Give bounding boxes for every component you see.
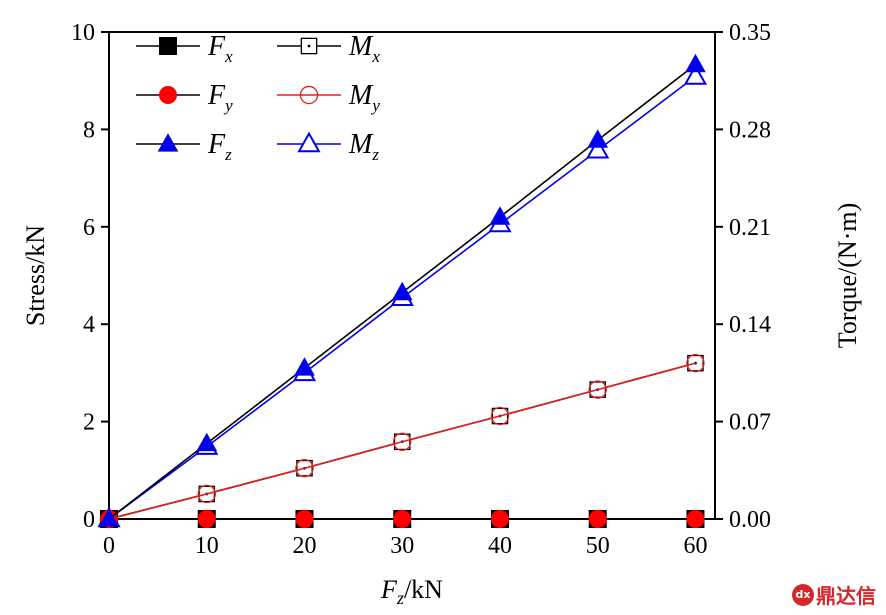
data-point bbox=[197, 484, 216, 504]
legend-label: Fz bbox=[207, 129, 232, 164]
data-point bbox=[98, 508, 120, 527]
data-point bbox=[490, 510, 509, 528]
x-tick-label: 50 bbox=[586, 533, 610, 559]
data-point bbox=[586, 137, 610, 159]
series-fz bbox=[98, 53, 706, 527]
legend-label: Mz bbox=[348, 129, 379, 164]
y-left-tick-label: 0 bbox=[83, 507, 95, 533]
y-right-tick-label: 0.28 bbox=[729, 117, 771, 143]
watermark-text: 鼎达信 bbox=[816, 584, 876, 608]
legend-item: Mx bbox=[277, 31, 380, 66]
series-my bbox=[99, 353, 705, 529]
y-right-tick-label: 0.21 bbox=[729, 215, 771, 241]
y-right-tick-label: 0.00 bbox=[729, 507, 771, 533]
legend-label: Fx bbox=[207, 31, 233, 66]
data-point bbox=[197, 510, 216, 528]
data-point bbox=[686, 510, 705, 528]
watermark: dx 鼎达信 bbox=[792, 580, 876, 609]
series-fy bbox=[100, 510, 705, 528]
legend-marker bbox=[159, 37, 177, 55]
legend-item: Fy bbox=[136, 80, 233, 115]
data-point bbox=[294, 357, 315, 376]
y-left-tick-label: 2 bbox=[83, 410, 95, 436]
data-point bbox=[391, 281, 413, 301]
data-point bbox=[685, 53, 706, 73]
legend-item: Mz bbox=[277, 129, 379, 164]
data-point bbox=[393, 432, 412, 451]
y-right-tick-label: 0.35 bbox=[729, 20, 771, 46]
legend-marker bbox=[297, 131, 321, 153]
y-left-tick-label: 8 bbox=[83, 117, 95, 143]
data-point bbox=[295, 459, 314, 478]
data-point bbox=[588, 510, 607, 528]
data-point bbox=[683, 64, 708, 85]
x-axis-label: Fz/kN bbox=[380, 575, 443, 608]
series-layer bbox=[97, 53, 708, 529]
y-left-axis-label: Stress/kN bbox=[21, 225, 50, 326]
legend-label: My bbox=[348, 80, 380, 115]
x-tick-label: 40 bbox=[488, 533, 512, 559]
legend-item: Fx bbox=[136, 31, 233, 66]
x-tick-label: 60 bbox=[683, 533, 707, 559]
y-left-tick-label: 10 bbox=[71, 20, 95, 46]
x-tick-label: 30 bbox=[390, 533, 414, 559]
legend-label: Mx bbox=[348, 31, 380, 66]
legend-item: My bbox=[277, 80, 380, 115]
data-point bbox=[196, 432, 218, 452]
watermark-logo-icon: dx bbox=[792, 583, 814, 606]
x-tick-label: 20 bbox=[292, 533, 316, 559]
data-point bbox=[393, 510, 412, 528]
y-right-axis-label: Torque/(N·m) bbox=[833, 203, 862, 348]
x-tick-label: 10 bbox=[195, 533, 219, 559]
y-right-tick-label: 0.14 bbox=[729, 312, 771, 338]
y-left-tick-label: 4 bbox=[83, 312, 95, 338]
data-point bbox=[587, 129, 609, 148]
data-point bbox=[489, 206, 511, 225]
legend-marker bbox=[157, 133, 179, 152]
legend: Fx Fy Fz Mx My Mz bbox=[136, 31, 380, 164]
labels-layer: 0 10 20 30 40 50 60 0 2 4 6 8 10 0.00 0.07 0.14 0.21 0.28… bbox=[21, 20, 862, 608]
series-line bbox=[108, 362, 696, 520]
data-point bbox=[295, 510, 314, 528]
data-point bbox=[686, 353, 705, 373]
legend-marker-dot bbox=[307, 44, 311, 48]
y-left-tick-label: 6 bbox=[83, 215, 95, 241]
legend-marker bbox=[159, 86, 177, 104]
data-point bbox=[588, 380, 607, 399]
x-tick-label: 0 bbox=[103, 533, 115, 559]
data-point bbox=[490, 406, 510, 426]
legend-item: Fz bbox=[136, 129, 232, 164]
legend-label: Fy bbox=[207, 80, 233, 115]
y-right-tick-label: 0.07 bbox=[729, 410, 771, 436]
legend-marker bbox=[299, 85, 319, 105]
